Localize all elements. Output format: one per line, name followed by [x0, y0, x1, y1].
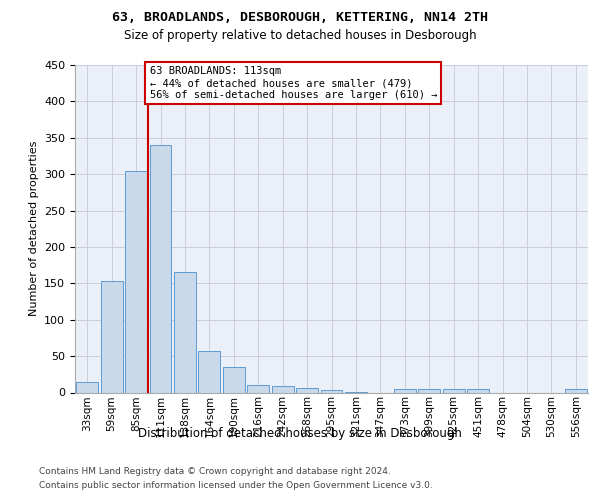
Bar — [296, 388, 318, 392]
Bar — [125, 170, 147, 392]
Bar — [174, 272, 196, 392]
Bar — [272, 386, 293, 392]
Bar — [199, 351, 220, 393]
Bar — [565, 389, 587, 392]
Text: Size of property relative to detached houses in Desborough: Size of property relative to detached ho… — [124, 29, 476, 42]
Bar — [149, 145, 172, 392]
Bar — [394, 389, 416, 392]
Bar — [467, 389, 489, 392]
Text: Distribution of detached houses by size in Desborough: Distribution of detached houses by size … — [138, 428, 462, 440]
Text: Contains HM Land Registry data © Crown copyright and database right 2024.: Contains HM Land Registry data © Crown c… — [39, 468, 391, 476]
Bar — [223, 367, 245, 392]
Text: 63 BROADLANDS: 113sqm
← 44% of detached houses are smaller (479)
56% of semi-det: 63 BROADLANDS: 113sqm ← 44% of detached … — [149, 66, 437, 100]
Bar — [320, 390, 343, 392]
Text: Contains public sector information licensed under the Open Government Licence v3: Contains public sector information licen… — [39, 481, 433, 490]
Bar — [443, 389, 464, 392]
Bar — [418, 389, 440, 392]
Text: 63, BROADLANDS, DESBOROUGH, KETTERING, NN14 2TH: 63, BROADLANDS, DESBOROUGH, KETTERING, N… — [112, 11, 488, 24]
Bar — [76, 382, 98, 392]
Bar — [101, 281, 122, 392]
Y-axis label: Number of detached properties: Number of detached properties — [29, 141, 38, 316]
Bar — [247, 385, 269, 392]
